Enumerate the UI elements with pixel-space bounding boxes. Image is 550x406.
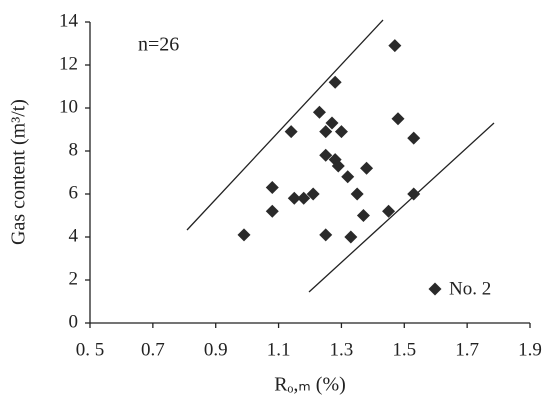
point <box>382 204 396 218</box>
point <box>341 170 355 184</box>
x-tick-label: 0. 5 <box>76 339 105 360</box>
point <box>388 39 402 53</box>
point <box>265 204 279 218</box>
legend-label: No. 2 <box>449 278 491 299</box>
y-axis-label: Gas content (m³/t) <box>8 99 30 245</box>
point <box>287 191 301 205</box>
point <box>284 125 298 139</box>
annotation: n=26 <box>138 34 179 56</box>
point <box>297 191 311 205</box>
point <box>237 228 251 242</box>
point <box>344 230 358 244</box>
x-tick-label: 1.1 <box>267 339 291 360</box>
point <box>331 159 345 173</box>
y-tick-label: 10 <box>59 96 78 117</box>
upper-bound-line <box>186 19 384 231</box>
y-tick-label: 6 <box>69 182 79 203</box>
x-tick-label: 0.9 <box>204 339 228 360</box>
y-tick-label: 12 <box>59 53 78 74</box>
point <box>265 181 279 195</box>
point <box>407 131 421 145</box>
point <box>391 112 405 126</box>
x-axis-label: Rₒ,ₘ (%) <box>274 374 346 396</box>
y-tick-label: 8 <box>69 139 79 160</box>
point <box>319 125 333 139</box>
x-tick-label: 1.9 <box>518 339 542 360</box>
point <box>312 105 326 119</box>
point <box>350 187 364 201</box>
y-tick-label: 2 <box>69 268 79 289</box>
y-tick-label: 4 <box>69 225 79 246</box>
point <box>319 148 333 162</box>
legend-marker <box>428 282 442 296</box>
x-tick-label: 0.7 <box>141 339 165 360</box>
y-tick-label: 14 <box>59 10 79 31</box>
y-tick-label: 0 <box>69 311 79 332</box>
point <box>306 187 320 201</box>
point <box>407 187 421 201</box>
point <box>319 228 333 242</box>
point <box>360 161 374 175</box>
point <box>325 116 339 130</box>
point <box>356 209 370 222</box>
point <box>328 75 342 89</box>
x-tick-label: 1.7 <box>455 339 479 360</box>
point <box>334 125 348 139</box>
x-tick-label: 1.5 <box>392 339 416 360</box>
lower-bound-line <box>308 122 495 293</box>
x-tick-label: 1.3 <box>330 339 354 360</box>
